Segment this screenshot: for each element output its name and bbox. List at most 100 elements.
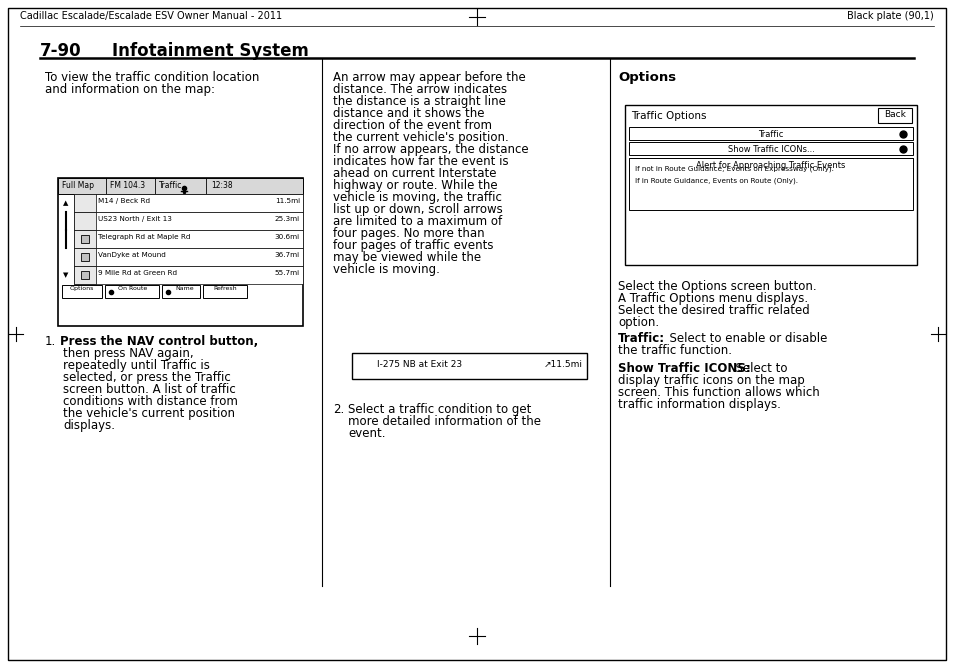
Text: more detailed information of the: more detailed information of the	[348, 415, 540, 428]
Text: To view the traffic condition location: To view the traffic condition location	[45, 71, 259, 84]
Text: If no arrow appears, the distance: If no arrow appears, the distance	[333, 143, 528, 156]
Bar	[74, 212, 303, 230]
Text: Show Traffic ICONs...: Show Traffic ICONs...	[727, 145, 814, 154]
Bar	[81, 235, 89, 243]
Text: A Traffic Options menu displays.: A Traffic Options menu displays.	[618, 292, 807, 305]
Bar	[74, 266, 303, 284]
Text: selected, or press the Traffic: selected, or press the Traffic	[63, 371, 231, 384]
Text: Back: Back	[883, 110, 905, 119]
Text: screen. This function allows which: screen. This function allows which	[618, 386, 819, 399]
Text: option.: option.	[618, 316, 659, 329]
Bar	[162, 285, 200, 298]
Text: are limited to a maximum of: are limited to a maximum of	[333, 215, 501, 228]
Text: I-275 NB at Exit 23: I-275 NB at Exit 23	[376, 360, 461, 369]
Bar	[628, 142, 912, 155]
Text: Traffic Options: Traffic Options	[630, 111, 706, 121]
Bar	[81, 271, 89, 279]
Bar	[58, 178, 303, 326]
Text: vehicle is moving.: vehicle is moving.	[333, 263, 439, 276]
Bar	[74, 230, 96, 248]
Text: the traffic function.: the traffic function.	[618, 344, 731, 357]
Text: 30.6mi: 30.6mi	[274, 234, 299, 240]
Bar	[58, 178, 303, 194]
Text: conditions with distance from: conditions with distance from	[63, 395, 237, 408]
Text: indicates how far the event is: indicates how far the event is	[333, 155, 508, 168]
Bar	[74, 266, 96, 284]
Text: VanDyke at Mound: VanDyke at Mound	[98, 252, 166, 258]
Bar	[74, 230, 303, 248]
Text: the current vehicle's position.: the current vehicle's position.	[333, 131, 508, 144]
Bar	[74, 248, 96, 266]
Text: Full Map: Full Map	[62, 181, 94, 190]
Text: may be viewed while the: may be viewed while the	[333, 251, 480, 264]
Bar	[628, 127, 912, 140]
Bar	[628, 158, 912, 210]
Text: Press the NAV control button,: Press the NAV control button,	[60, 335, 258, 348]
Text: ahead on current Interstate: ahead on current Interstate	[333, 167, 496, 180]
Text: 9 Mile Rd at Green Rd: 9 Mile Rd at Green Rd	[98, 270, 177, 276]
Text: four pages. No more than: four pages. No more than	[333, 227, 484, 240]
Text: Refresh: Refresh	[213, 286, 236, 291]
Text: the vehicle's current position: the vehicle's current position	[63, 407, 234, 420]
Bar	[203, 285, 247, 298]
Text: Traffic:: Traffic:	[618, 332, 664, 345]
Text: list up or down, scroll arrows: list up or down, scroll arrows	[333, 203, 502, 216]
Text: Name: Name	[174, 286, 193, 291]
Text: 25.3mi: 25.3mi	[274, 216, 299, 222]
Text: Options: Options	[70, 286, 94, 291]
Text: repeatedly until Traffic is: repeatedly until Traffic is	[63, 359, 210, 372]
Text: 1.: 1.	[45, 335, 56, 348]
Text: screen button. A list of traffic: screen button. A list of traffic	[63, 383, 235, 396]
Text: 2.: 2.	[333, 403, 344, 416]
Text: Select a traffic condition to get: Select a traffic condition to get	[348, 403, 531, 416]
Text: On Route: On Route	[118, 286, 147, 291]
Text: direction of the event from: direction of the event from	[333, 119, 492, 132]
Text: the distance is a straight line: the distance is a straight line	[333, 95, 505, 108]
Text: If in Route Guidance, Events on Route (Only).: If in Route Guidance, Events on Route (O…	[635, 177, 797, 184]
Bar	[877, 108, 911, 123]
Bar	[628, 158, 912, 171]
Text: Select the desired traffic related: Select the desired traffic related	[618, 304, 809, 317]
Text: traffic information displays.: traffic information displays.	[618, 398, 781, 411]
Bar	[74, 248, 303, 266]
Text: Traffic: Traffic	[758, 130, 782, 139]
Text: highway or route. While the: highway or route. While the	[333, 179, 497, 192]
Text: US23 North / Exit 13: US23 North / Exit 13	[98, 216, 172, 222]
Text: Show Traffic ICONS:: Show Traffic ICONS:	[618, 362, 750, 375]
Text: 36.7mi: 36.7mi	[274, 252, 299, 258]
Text: displays.: displays.	[63, 419, 115, 432]
Text: vehicle is moving, the traffic: vehicle is moving, the traffic	[333, 191, 501, 204]
Text: ▲: ▲	[63, 200, 69, 206]
Text: distance and it shows the: distance and it shows the	[333, 107, 484, 120]
Bar	[624, 105, 916, 265]
Bar	[74, 194, 303, 212]
Text: FM 104.3: FM 104.3	[110, 181, 145, 190]
Text: Black plate (90,1): Black plate (90,1)	[846, 11, 933, 21]
Bar	[62, 285, 102, 298]
Text: then press NAV again,: then press NAV again,	[63, 347, 193, 360]
Bar	[74, 212, 96, 230]
Bar	[74, 194, 96, 212]
Text: Select to enable or disable: Select to enable or disable	[661, 332, 826, 345]
Text: event.: event.	[348, 427, 385, 440]
Text: Traffic: Traffic	[159, 181, 182, 190]
Text: If not in Route Guidance, Events on Expressway (Only).: If not in Route Guidance, Events on Expr…	[635, 166, 833, 172]
Bar	[352, 353, 586, 379]
Text: Select the Options screen button.: Select the Options screen button.	[618, 280, 816, 293]
Text: and information on the map:: and information on the map:	[45, 83, 214, 96]
Text: ↗11.5mi: ↗11.5mi	[543, 360, 582, 369]
Text: Alert for Approaching Traffic Events: Alert for Approaching Traffic Events	[696, 161, 844, 170]
Text: Infotainment System: Infotainment System	[112, 42, 309, 60]
Text: Cadillac Escalade/Escalade ESV Owner Manual - 2011: Cadillac Escalade/Escalade ESV Owner Man…	[20, 11, 282, 21]
Text: display traffic icons on the map: display traffic icons on the map	[618, 374, 804, 387]
Text: 11.5mi: 11.5mi	[274, 198, 299, 204]
Text: 55.7mi: 55.7mi	[274, 270, 299, 276]
Text: Telegraph Rd at Maple Rd: Telegraph Rd at Maple Rd	[98, 234, 191, 240]
Text: ▼: ▼	[63, 272, 69, 278]
Text: 12:38: 12:38	[211, 181, 233, 190]
Bar	[105, 285, 159, 298]
Text: distance. The arrow indicates: distance. The arrow indicates	[333, 83, 507, 96]
Text: Select to: Select to	[727, 362, 786, 375]
Bar	[81, 253, 89, 261]
Text: Options: Options	[618, 71, 676, 84]
